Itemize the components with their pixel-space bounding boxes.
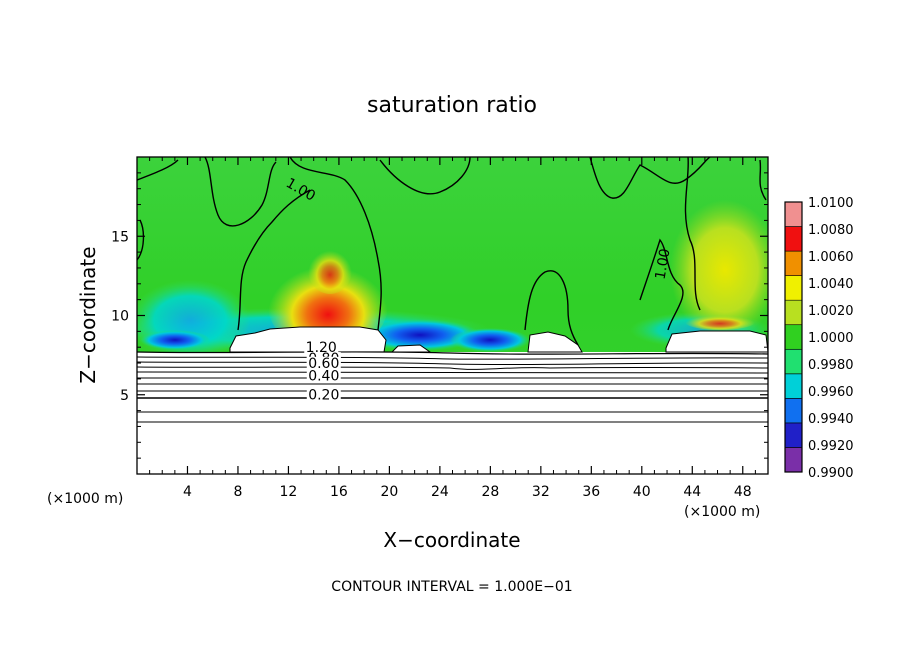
- colorbar-segment: [784, 398, 803, 424]
- field-plume-left-top: [308, 246, 352, 294]
- field-blue-3: [140, 330, 210, 350]
- contour-line: [137, 371, 768, 374]
- contour-100-b: [237, 189, 311, 331]
- y-tick-label: 10: [111, 309, 129, 325]
- contour-label-bg: [306, 369, 341, 383]
- colorbar-segment: [784, 226, 803, 252]
- colorbar-tick-label: 1.0060: [808, 250, 854, 265]
- contour-label-bg: [306, 356, 341, 370]
- colorbar-tick-label: 1.0020: [808, 304, 854, 319]
- colorbar-segment: [784, 299, 803, 326]
- contour-100-d: [524, 270, 579, 346]
- x-tick-label: 20: [380, 484, 398, 500]
- x-tick-label: 40: [633, 484, 651, 500]
- contour-interval: CONTOUR INTERVAL = 1.000E−01: [331, 579, 572, 595]
- field-lower-white: [137, 352, 768, 474]
- contour-label: 0.20: [308, 388, 339, 404]
- colorbar-tick-label: 0.9900: [808, 466, 854, 481]
- colorbar-segment: [784, 348, 803, 375]
- colorbar-tick-label: 0.9940: [808, 412, 854, 427]
- x-tick-label: 28: [481, 484, 499, 500]
- contour-100-e: [589, 157, 711, 199]
- field-plume-right-hot: [685, 314, 755, 330]
- x-unit-right: (×1000 m): [684, 504, 760, 520]
- contour-100-g: [137, 219, 145, 261]
- colorbar-segment: [784, 324, 803, 350]
- contour-line: [137, 361, 768, 366]
- field-blue-2: [450, 328, 530, 352]
- contour-label: 0.40: [308, 368, 339, 384]
- x-axis: 4 8 12 16 20 24 28 32 36 40 44 48: [149, 157, 756, 500]
- colorbar-frame: [784, 201, 803, 473]
- contour-label-bg: [304, 340, 339, 354]
- colorbar-tick-label: 1.0080: [808, 223, 854, 238]
- colorbar-segment: [784, 373, 803, 399]
- contour-100-a: [137, 157, 382, 331]
- cloud-white-mid: [527, 331, 583, 353]
- contour-line: [137, 356, 768, 360]
- x-tick-label: 32: [532, 484, 550, 500]
- x-axis-title: X−coordinate: [383, 528, 520, 552]
- colorbar-tick-label: 1.0000: [808, 331, 854, 346]
- colorbar-tick-label: 0.9960: [808, 385, 854, 400]
- x-unit-left: (×1000 m): [47, 491, 123, 507]
- y-axis: 5 10 15: [111, 172, 768, 459]
- contour-stack: [137, 351, 768, 423]
- colorbar: 0.9900 0.9920 0.9940 0.9960 0.9980 1.0000 1.00…: [784, 196, 854, 481]
- field-blue-1: [360, 319, 480, 351]
- colorbar-segment: [784, 250, 803, 276]
- contour-label: 0.60: [308, 356, 339, 372]
- field-plume-right: [670, 200, 768, 340]
- contour-100-h: [759, 159, 767, 201]
- contour-label: 1.20: [306, 340, 337, 356]
- contour-label-bg: [306, 388, 341, 402]
- colorbar-segment: [784, 275, 803, 301]
- colorbar-segment: [784, 422, 803, 448]
- colorbar-tick-label: 0.9920: [808, 439, 854, 454]
- y-axis-title: Z−coordinate: [76, 246, 100, 383]
- x-tick-label: 44: [683, 484, 701, 500]
- x-tick-label: 16: [330, 484, 348, 500]
- x-tick-label: 4: [183, 484, 192, 500]
- x-tick-label: 48: [734, 484, 752, 500]
- contour-100-f: [639, 157, 701, 331]
- x-tick-label: 36: [582, 484, 600, 500]
- contour-line: [137, 351, 768, 355]
- cloud-white-right: [665, 330, 768, 353]
- contour-100-c: [379, 157, 471, 195]
- y-tick-label: 15: [111, 229, 129, 245]
- colorbar-tick-label: 0.9980: [808, 358, 854, 373]
- colorbar-tick-label: 1.0100: [808, 196, 854, 211]
- plot-area: [137, 157, 768, 474]
- y-tick-label: 5: [120, 388, 129, 404]
- colorbar-segment: [784, 447, 803, 473]
- colorbar-segment: [784, 201, 803, 227]
- x-tick-label: 8: [233, 484, 242, 500]
- contour-label: 1.00: [653, 247, 674, 280]
- contour-line: [137, 366, 768, 370]
- x-tick-label: 12: [280, 484, 298, 500]
- chart-title: saturation ratio: [367, 93, 537, 118]
- x-tick-label: 24: [431, 484, 449, 500]
- colorbar-tick-label: 1.0040: [808, 277, 854, 292]
